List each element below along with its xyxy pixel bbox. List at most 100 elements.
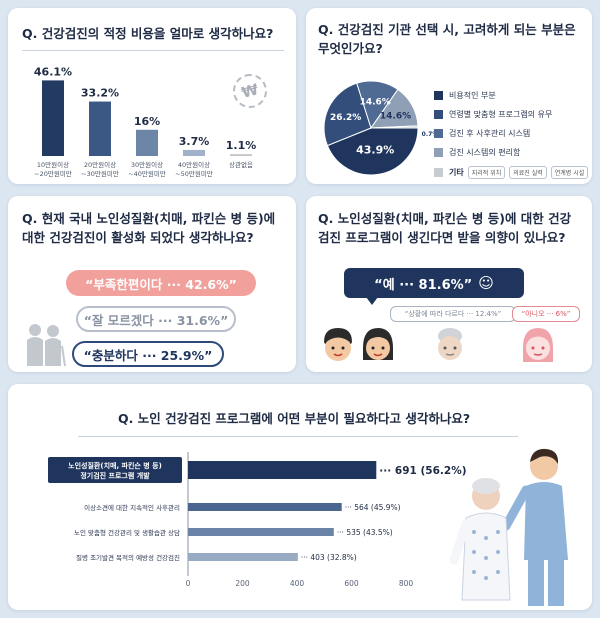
coin-stamp-symbol: ₩	[239, 80, 261, 102]
q1-category-label-0-0: 10만원이상	[37, 160, 69, 169]
q2-legend-item-4: 기타 지리적 위치 의료진 실력 연계병 시설	[434, 166, 589, 179]
q4-answer-depends-label: “상황에 따라 다르다 ··· 12.4%”	[404, 310, 502, 318]
q2-etc-chip-2: 연계병 시설	[550, 166, 589, 179]
q2-legend-label-4: 기타	[449, 168, 464, 177]
q4-answer-no-label: “아니오 ··· 6%”	[521, 310, 571, 318]
q5-title-divider	[78, 436, 518, 437]
nurse-with-elderly-patient-illustration	[449, 448, 568, 606]
smile-icon: ☺	[478, 274, 494, 292]
q1-bar-3	[183, 149, 205, 156]
q2-legend-item-3: 검진 시스템의 편리함	[434, 147, 520, 158]
q5-value-label-0: ··· 691 (56.2%)	[379, 465, 466, 477]
q4-answer-depends: “상황에 따라 다르다 ··· 12.4%”	[390, 306, 516, 322]
q5-category-label-0-0: 노인성질환(치매, 파킨슨 병 등)	[68, 461, 162, 470]
q1-category-label-1-1: ~30만원미만	[81, 169, 119, 178]
q4-answer-no: “아니오 ··· 6%”	[512, 306, 580, 322]
q5-bar-3	[188, 553, 298, 561]
q5-value-label-2: ··· 535 (43.5%)	[337, 528, 393, 537]
q1-category-label-3-1: ~50만원미만	[175, 169, 213, 178]
card-institution-question: Q. 건강검진 기관 선택 시, 고려하게 되는 부분은 무엇인가요? 43.9…	[306, 8, 592, 184]
q3-answer-unsure: “잘 모르겠다 ··· 31.6%”	[76, 306, 236, 332]
q1-category-label-3-0: 40만원이상	[178, 160, 210, 169]
q1-value-label-1: 33.2%	[81, 87, 119, 100]
q1-title-divider	[22, 50, 284, 51]
q2-slice-label-0: 43.9%	[356, 144, 394, 157]
q4-title-line2: 검진 프로그램이 생긴다면 받을 의향이 있나요?	[318, 230, 566, 245]
q2-legend-swatch-4	[434, 168, 443, 177]
q2-legend-item-0: 비용적인 부분	[434, 90, 496, 101]
q3-answer-enough-label: “충분하다 ··· 25.9%”	[83, 347, 213, 363]
q5-bar-2	[188, 528, 334, 536]
q5-highlight-label-box	[48, 457, 182, 483]
q5-value-label-3: ··· 403 (32.8%)	[301, 553, 357, 562]
q2-legend-item-1: 연령별 맞춤형 프로그램의 유무	[434, 109, 552, 120]
q5-bar-1	[188, 503, 342, 511]
q2-title-line2: 무엇인가요?	[318, 41, 383, 56]
q5-category-label-3-0: 질병 조기발견 목적의 예방성 건강검진	[76, 553, 180, 562]
card-intention-question: Q. 노인성질환(치매, 파킨슨 병 등)에 대한 건강 검진 프로그램이 생긴…	[306, 196, 592, 372]
boy-face-icon	[324, 328, 352, 361]
card-awareness-question: Q. 현재 국내 노인성질환(치매, 파킨슨 병 등)에 대한 건강검진이 활성…	[8, 196, 296, 372]
q3-title-line1: Q. 현재 국내 노인성질환(치매, 파킨슨 병 등)에	[22, 211, 276, 226]
q5-x-tick-2: 400	[290, 579, 305, 588]
q2-legend-swatch-3	[434, 148, 443, 157]
q5-category-label-1-0: 이상소견에 대한 지속적인 사후관리	[84, 503, 180, 512]
q1-category-label-2-0: 30만원이상	[131, 160, 163, 169]
q2-etc-chip-0: 지리적 위치	[467, 166, 506, 179]
q2-slice-1	[323, 82, 372, 147]
q4-answer-yes: “예 ··· 81.6%” ☺	[344, 268, 524, 298]
q2-legend-swatch-1	[434, 110, 443, 119]
q1-category-label-4-0: 상관없음	[229, 160, 253, 169]
q1-bar-1	[89, 101, 111, 156]
q2-slice-label-2: 14.6%	[360, 97, 391, 107]
q2-etc-chip-1: 의료진 실력	[509, 166, 547, 179]
q2-slice-label-3: 14.6%	[380, 112, 411, 122]
q2-slice-label-4: 0.7%	[422, 131, 439, 138]
q1-value-label-3: 3.7%	[179, 135, 210, 148]
q5-x-tick-1: 200	[235, 579, 250, 588]
q1-value-label-0: 46.1%	[34, 65, 72, 78]
q3-answer-enough: “충분하다 ··· 25.9%”	[72, 341, 224, 367]
q2-title-line1: Q. 건강검진 기관 선택 시, 고려하게 되는 부분은	[318, 22, 576, 37]
q2-slice-4	[370, 125, 419, 129]
woman-face-icon	[523, 328, 553, 362]
q1-bar-chart: 46.1% 10만원이상~20만원미만 33.2% 20만원이상~30만원미만 16% 3…	[34, 65, 257, 178]
q3-answer-insufficient-label: “부족한편이다 ··· 42.6%”	[85, 276, 237, 292]
q1-category-label-1-0: 20만원이상	[84, 160, 116, 169]
q2-legend-swatch-2	[434, 129, 443, 138]
q1-bar-4	[230, 154, 252, 156]
q1-value-label-4: 1.1%	[226, 139, 257, 152]
q1-category-label-0-1: ~20만원미만	[34, 169, 72, 178]
q2-slice-0	[326, 127, 419, 176]
q5-value-label-1: ··· 564 (45.9%)	[345, 503, 401, 512]
q5-x-tick-4: 800	[399, 579, 414, 588]
q1-category-label-2-1: ~40만원미만	[128, 169, 166, 178]
q1-bar-0	[42, 80, 64, 156]
q4-answer-yes-label: “예 ··· 81.6%”	[374, 277, 473, 293]
q5-category-label-0-1: 정기검진 프로그램 개발	[80, 471, 150, 480]
q3-answer-insufficient: “부족한편이다 ··· 42.6%”	[66, 270, 256, 296]
q2-slice-label-1: 26.2%	[330, 113, 361, 123]
q5-title: Q. 노인 건강검진 프로그램에 어떤 부분이 필요하다고 생각하나요?	[118, 411, 471, 426]
q3-answer-unsure-label: “잘 모르겠다 ··· 31.6%”	[83, 312, 229, 328]
q2-legend-label-2: 검진 후 사후관리 시스템	[449, 129, 531, 138]
q5-category-label-2-0: 노인 맞춤형 건강관리 및 생활습관 상담	[74, 528, 180, 537]
q2-legend-item-2: 검진 후 사후관리 시스템	[434, 128, 530, 139]
q1-bar-2	[136, 129, 158, 156]
q2-legend-swatch-0	[434, 91, 443, 100]
q3-title-line2: 대한 건강검진이 활성화 되었다 생각하나요?	[22, 230, 254, 245]
elder-face-icon	[438, 328, 462, 360]
q4-title-line1: Q. 노인성질환(치매, 파킨슨 병 등)에 대한 건강	[318, 211, 572, 226]
q4-answer-yes-tail	[366, 297, 378, 305]
q2-pie-chart: 43.9% 26.2% 14.6% 14.6% 0.7%	[323, 80, 439, 176]
q1-value-label-2: 16%	[134, 115, 160, 128]
q5-x-tick-0: 0	[186, 579, 191, 588]
card-program-needs-question: Q. 노인 건강검진 프로그램에 어떤 부분이 필요하다고 생각하나요? 0 20…	[8, 384, 592, 610]
q5-bar-0	[188, 461, 377, 479]
q2-legend-label-1: 연령별 맞춤형 프로그램의 유무	[449, 110, 553, 119]
q5-horizontal-bar-chart: 0 200 400 600 800 ··· 691 (56.2%) 노인성질환(치매, 파킨…	[48, 452, 467, 588]
q1-title: Q. 건강검진의 적정 비용을 얼마로 생각하나요?	[22, 26, 274, 41]
card-cost-question: Q. 건강검진의 적정 비용을 얼마로 생각하나요? 46.1% 10만원이상 ~2…	[8, 8, 296, 184]
q2-legend-label-0: 비용적인 부분	[449, 91, 496, 100]
girl-face-icon	[363, 328, 393, 360]
